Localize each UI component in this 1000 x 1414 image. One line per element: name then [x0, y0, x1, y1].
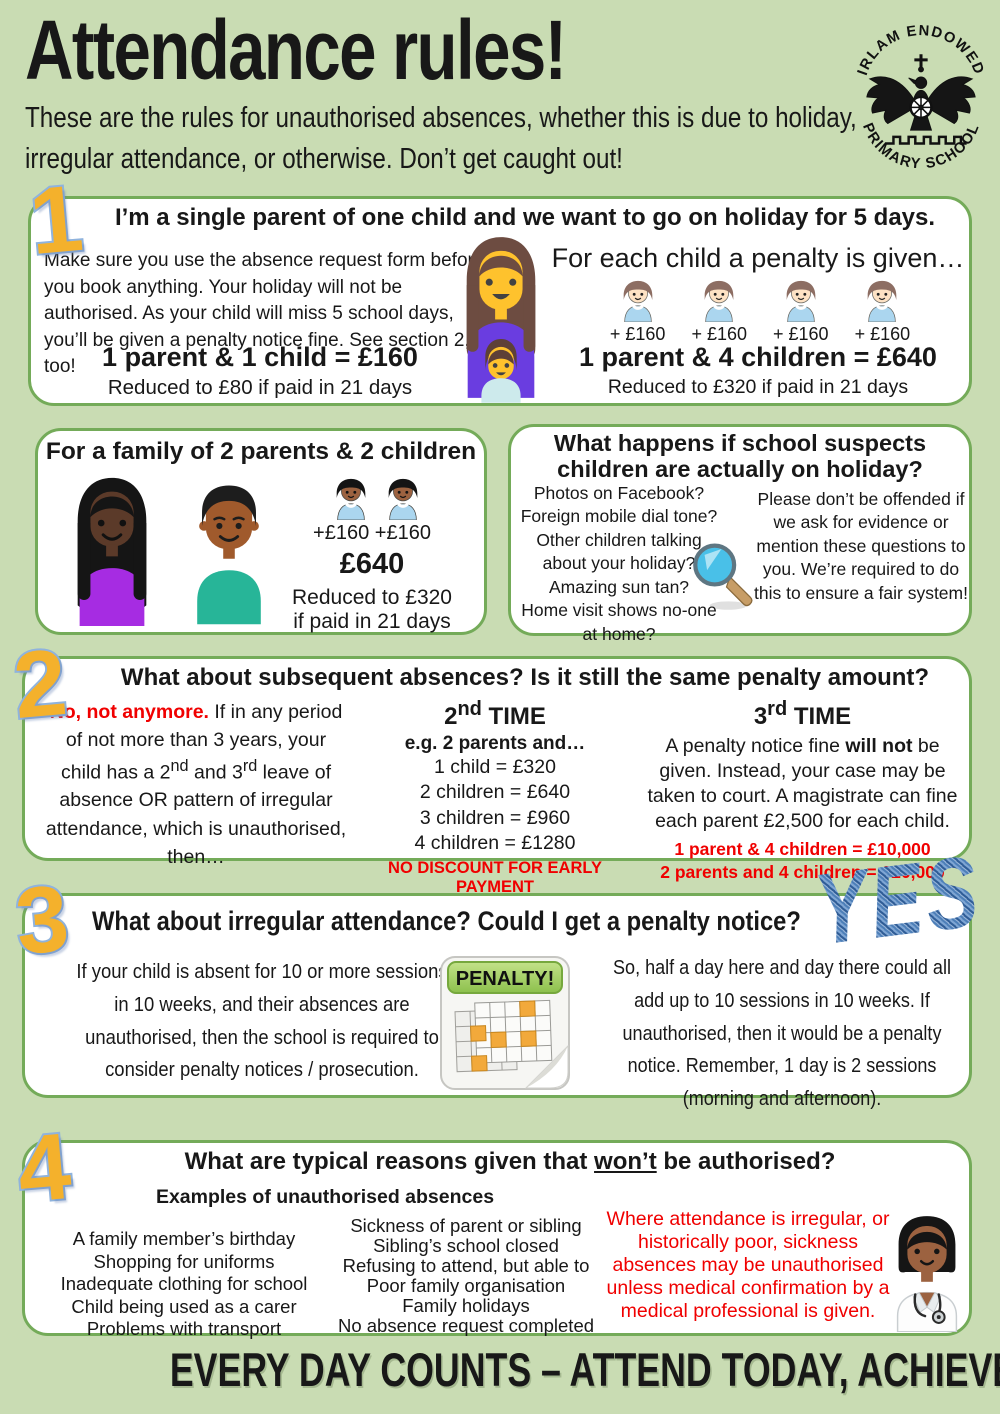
section-1-penalty: 1 parent & 1 child = £160 [102, 342, 418, 372]
magnifying-glass-icon [693, 543, 753, 610]
child-icon [704, 280, 734, 322]
no-not-anymore: No, not anymore. [49, 701, 209, 723]
child-icon [868, 280, 897, 322]
child-icon [623, 280, 652, 322]
eagle-crest-icon [866, 54, 976, 145]
child-icon [336, 478, 366, 520]
mother-and-child-icon [466, 237, 536, 403]
example-item: A family member’s birthday [72, 1228, 296, 1249]
family-fees: +£160 +£160 [313, 522, 431, 544]
sickness-warning: Where attendance is irregular, or histor… [606, 1208, 890, 1322]
wont-underlined: won’t [594, 1148, 657, 1175]
unauthorised-examples-col1: A family member’s birthday Shopping for … [38, 1228, 330, 1341]
section-2-third-time: 3rd TIME A penalty notice fine will not … [640, 698, 965, 883]
example-item: Inadequate clothing for school [60, 1273, 308, 1295]
section-2-second-time: 2nd TIME e.g. 2 parents and… 1 child = £… [355, 698, 635, 897]
footer-slogan: EVERY DAY COUNTS – ATTEND TODAY, ACHIEVE… [169, 1343, 1000, 1396]
clue-item: Foreign mobile dial tone? [520, 506, 718, 527]
unauthorised-examples-col2: Sickness of parent or sibling Sibling’s … [328, 1216, 604, 1336]
example-item: Family holidays [402, 1294, 530, 1316]
man-icon [197, 485, 261, 625]
calendar-label: PENALTY! [456, 968, 555, 990]
section-1-right-reduction: Reduced to £320 if paid in 21 days [607, 376, 909, 398]
family-total: £640 [339, 548, 405, 580]
section-1-number: 1 [23, 163, 88, 276]
section-4-subheading: Examples of unauthorised absences [155, 1186, 495, 1208]
section-3-heading: What about irregular attendance? Could I… [92, 906, 801, 936]
section-1-children-row: + £160 + £160 + £160 + £160 [560, 278, 960, 345]
example-item: Sibling’s school closed [373, 1234, 559, 1256]
example-item: Child being used as a carer [71, 1295, 297, 1317]
clue-item: Home visit shows no-one at home? [521, 600, 717, 644]
section-1-reduction: Reduced to £80 if paid in 21 days [107, 376, 413, 399]
suspect-clues: Photos on Facebook? Foreign mobile dial … [512, 482, 726, 646]
section-4-heading: What are typical reasons given that won’… [184, 1148, 836, 1175]
section-2-left-text: No, not anymore. If in any period of not… [45, 701, 347, 868]
penalty-calendar-icon: PENALTY! [440, 956, 570, 1090]
section-1-right-heading: For each child a penalty is given… [551, 243, 965, 273]
page-subtitle: These are the rules for unauthorised abs… [25, 102, 857, 176]
section-2-number: 2 [7, 627, 72, 740]
family-children-row [330, 476, 424, 520]
section-1-body: Make sure you use the absence request fo… [44, 250, 485, 378]
fee-row: 3 children = £960 [419, 806, 571, 829]
example-item: Shopping for uniforms [93, 1250, 275, 1272]
example-item: Refusing to attend, but able to [342, 1254, 590, 1276]
family-box-heading: For a family of 2 parents & 2 children [45, 438, 477, 465]
court-fine-example: 2 parents and 4 children = £20,000 [660, 861, 945, 882]
court-fine-example: 1 parent & 4 children = £10,000 [674, 838, 931, 859]
doctor-icon [896, 1216, 958, 1332]
footer-banner: EVERY DAY COUNTS – ATTEND TODAY, ACHIEVE… [0, 1342, 1000, 1398]
clue-item: Amazing sun tan? [548, 576, 690, 597]
section-2-heading: What about subsequent absences? Is it st… [120, 664, 930, 691]
example-item: Sickness of parent or sibling [350, 1215, 582, 1236]
suspect-note: Please don’t be offended if we ask for e… [754, 489, 968, 603]
section-3-number: 3 [9, 863, 74, 976]
fee-row: 4 children = £1280 [414, 832, 576, 855]
child-icon [388, 478, 418, 520]
school-logo: IRLAM ENDOWED PRIMARY SCHOOL [855, 23, 986, 172]
no-discount-warning: NO DISCOUNT FOR EARLY PAYMENT [388, 859, 602, 897]
suspect-heading: What happens if school suspects children… [553, 430, 927, 483]
child-fee: + £160 [854, 324, 911, 344]
section-4-number: 4 [11, 1111, 76, 1224]
section-3-left-text: If your child is absent for 10 or more s… [76, 960, 448, 1082]
child-icon [786, 280, 816, 322]
yes-wordart: YES [808, 833, 988, 967]
child-fee: + £160 [609, 324, 666, 344]
section-4-box [22, 1140, 972, 1336]
woman-icon [77, 477, 147, 626]
section-3-right-text: So, half a day here and day there could … [612, 956, 951, 1111]
child-fee: + £160 [691, 324, 747, 344]
second-time-subtitle: e.g. 2 parents and… [404, 733, 586, 754]
clue-item: Photos on Facebook? [533, 483, 705, 503]
section-1-right-penalty: 1 parent & 4 children = £640 [579, 342, 937, 372]
section-1-heading: I’m a single parent of one child and we … [114, 204, 936, 231]
family-reduction-2: if paid in 21 days [293, 610, 451, 633]
example-item: Poor family organisation [366, 1274, 566, 1296]
clue-item: Other children talking about your holida… [536, 529, 702, 574]
child-fee: + £160 [773, 324, 829, 344]
fee-row: 2 children = £640 [419, 781, 571, 804]
family-reduction-1: Reduced to £320 [292, 586, 452, 609]
section-2-box [22, 656, 972, 861]
example-item: No absence request completed [337, 1314, 595, 1336]
example-item: Problems with transport [86, 1318, 282, 1340]
fee-row: 1 child = £320 [434, 756, 556, 778]
page-title: Attendance rules! [25, 3, 567, 97]
